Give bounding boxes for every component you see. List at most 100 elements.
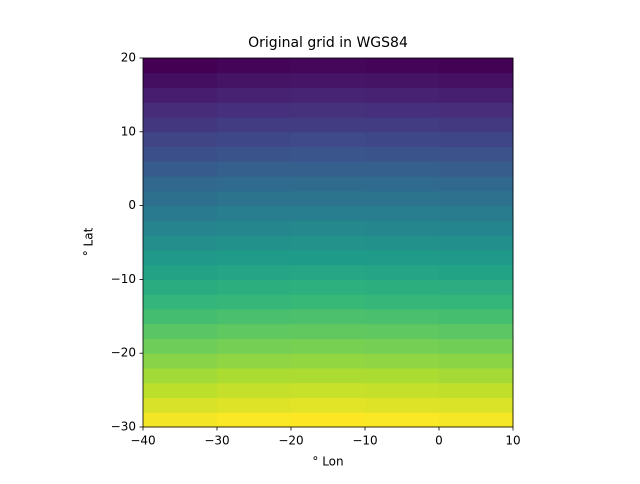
cell: [365, 367, 440, 384]
cell: [143, 412, 218, 428]
cell: [291, 235, 366, 251]
cell: [217, 294, 292, 310]
y-axis-label: ° Lat: [82, 227, 96, 256]
y-tick-label: −10: [111, 272, 136, 286]
cell: [291, 205, 366, 221]
cell: [143, 235, 218, 251]
cell: [291, 102, 366, 118]
x-tick-label: −20: [278, 434, 303, 448]
cell: [291, 87, 366, 103]
cell: [143, 131, 218, 148]
cell: [439, 294, 514, 310]
cell: [217, 235, 292, 251]
cell: [217, 146, 292, 162]
cell: [143, 161, 218, 177]
cell: [365, 161, 440, 177]
cell: [217, 353, 292, 369]
cell: [217, 131, 292, 148]
cell: [143, 220, 218, 236]
cell: [217, 412, 292, 428]
cell: [439, 58, 514, 74]
y-tick-label: 20: [121, 51, 136, 65]
cell: [143, 87, 218, 103]
cell: [365, 117, 440, 133]
cell: [439, 102, 514, 118]
cell: [291, 146, 366, 162]
cell: [217, 382, 292, 398]
cell: [217, 323, 292, 339]
cell: [217, 72, 292, 89]
cell: [365, 264, 440, 280]
y-tick-label: −30: [111, 420, 136, 434]
cell: [143, 249, 218, 266]
cell: [291, 353, 366, 369]
x-tick-label: 10: [505, 434, 520, 448]
cell: [217, 205, 292, 221]
x-axis-label: ° Lon: [312, 455, 343, 469]
cell: [365, 220, 440, 236]
cell: [217, 397, 292, 413]
cell: [439, 308, 514, 325]
cell: [217, 249, 292, 266]
cell: [143, 367, 218, 384]
x-tick-label: −10: [352, 434, 377, 448]
cell: [291, 397, 366, 413]
cell: [143, 146, 218, 162]
cell: [365, 382, 440, 398]
cell: [217, 220, 292, 236]
cell: [439, 190, 514, 207]
cell: [143, 308, 218, 325]
cell: [143, 279, 218, 295]
cell: [439, 161, 514, 177]
cell: [217, 117, 292, 133]
cell: [217, 102, 292, 118]
cell: [217, 338, 292, 354]
cell: [439, 382, 514, 398]
cell: [365, 353, 440, 369]
y-tick-label: −20: [111, 346, 136, 360]
cell: [439, 397, 514, 413]
cell: [217, 308, 292, 325]
cell: [365, 235, 440, 251]
cell: [439, 72, 514, 89]
cell: [365, 294, 440, 310]
cell: [365, 87, 440, 103]
cell: [291, 161, 366, 177]
cell: [143, 58, 218, 74]
cell: [365, 176, 440, 192]
cell: [291, 338, 366, 354]
x-tick-label: −40: [130, 434, 155, 448]
cell: [143, 323, 218, 339]
cell: [365, 323, 440, 339]
cell: [291, 308, 366, 325]
cell: [217, 161, 292, 177]
cell: [143, 294, 218, 310]
cell: [365, 58, 440, 74]
cell: [143, 338, 218, 354]
cell: [291, 323, 366, 339]
cell: [439, 87, 514, 103]
cell: [365, 190, 440, 207]
cell: [291, 367, 366, 384]
cell: [439, 205, 514, 221]
cell: [143, 190, 218, 207]
cell: [365, 397, 440, 413]
cell: [291, 279, 366, 295]
plot-frame: [142, 57, 514, 428]
cell: [143, 205, 218, 221]
cell: [143, 72, 218, 89]
cell: [217, 279, 292, 295]
x-tick-label: 0: [435, 434, 443, 448]
cell: [217, 367, 292, 384]
cell: [217, 264, 292, 280]
cell: [365, 338, 440, 354]
cell: [439, 235, 514, 251]
cell: [439, 176, 514, 192]
cell: [365, 131, 440, 148]
cell: [143, 397, 218, 413]
cell: [365, 205, 440, 221]
y-tick-label: 10: [121, 124, 136, 138]
cell: [365, 412, 440, 428]
cell: [365, 102, 440, 118]
